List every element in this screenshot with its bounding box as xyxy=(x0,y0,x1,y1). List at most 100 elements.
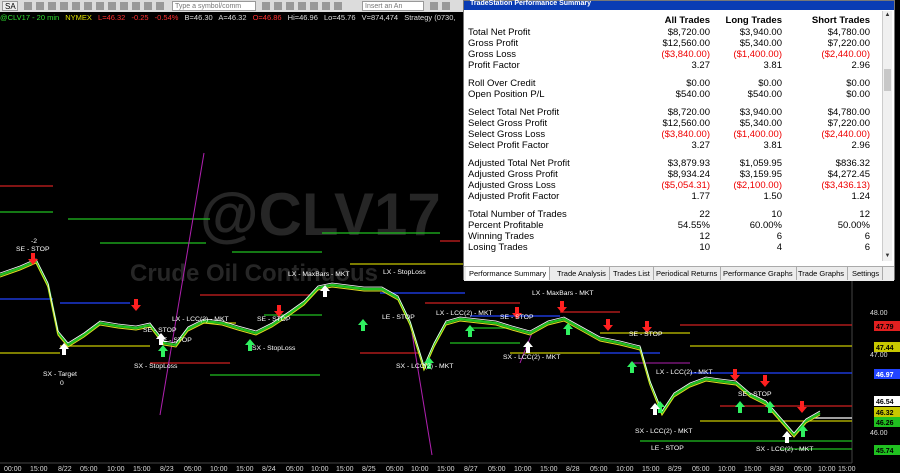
toolbar-icon-21[interactable] xyxy=(442,2,450,10)
toolbar-icon-15[interactable] xyxy=(286,2,294,10)
row-value: ($2,440.00) xyxy=(821,129,870,140)
tab-settings[interactable]: Settings xyxy=(849,267,884,280)
scroll-down-icon[interactable]: ▼ xyxy=(884,253,891,259)
price-marker: 47.44 xyxy=(876,345,894,352)
time-tick: 05:00 xyxy=(488,466,506,473)
row-value: 6 xyxy=(864,242,870,253)
row-label: Select Gross Profit xyxy=(468,118,548,129)
tab-performance-summary[interactable]: Performance Summary xyxy=(466,267,551,280)
row-value: $4,272.45 xyxy=(827,169,870,180)
toolbar-icon-1[interactable] xyxy=(24,2,32,10)
trade-label: SE - STOP xyxy=(16,246,50,253)
row-value: ($3,840.00) xyxy=(661,49,710,60)
status-last: L=46.32 xyxy=(98,13,126,22)
trade-label: LX - MaxBars - MKT xyxy=(288,271,350,278)
row-value: 54.55% xyxy=(677,220,710,231)
toolbar-icon-16[interactable] xyxy=(298,2,306,10)
row-label: Percent Profitable xyxy=(468,220,544,231)
table-row: Adjusted Total Net Profit $3,879.93 $1,059… xyxy=(468,158,870,169)
row-label: Profit Factor xyxy=(468,60,520,71)
table-row: Total Number of Trades 22 10 12 xyxy=(468,209,870,220)
toolbar-icon-20[interactable] xyxy=(430,2,438,10)
toolbar-icon-4[interactable] xyxy=(60,2,68,10)
row-value: 3.27 xyxy=(691,60,711,71)
scroll-up-icon[interactable]: ▲ xyxy=(884,12,891,18)
panel-title-bar: TradeStation Performance Summary xyxy=(464,0,894,10)
scroll-thumb[interactable] xyxy=(884,69,891,91)
time-tick: 10:00 xyxy=(818,466,836,473)
trade-label: SE - STOP xyxy=(257,316,291,323)
row-value: 3.81 xyxy=(763,60,783,71)
group-spacer xyxy=(468,202,870,209)
trade-label: SX - LCC(2) - MKT xyxy=(503,354,560,361)
toolbar-icon-19[interactable] xyxy=(334,2,342,10)
status-symbol: @CLV17 - 20 min xyxy=(0,13,60,22)
row-value: 2.96 xyxy=(851,140,871,151)
row-value: ($1,400.00) xyxy=(733,49,782,60)
trade-label: -2 xyxy=(31,238,37,245)
row-value: $4,780.00 xyxy=(827,107,870,118)
trade-label: LX - MaxBars - MKT xyxy=(532,290,594,297)
row-label: Winning Trades xyxy=(468,231,535,242)
row-value: $3,159.95 xyxy=(739,169,782,180)
row-value: 1.77 xyxy=(691,191,711,202)
row-value: 1.24 xyxy=(851,191,871,202)
trade-label: SX - LCC(2) - MKT xyxy=(635,428,692,435)
price-marker: 46.32 xyxy=(876,410,894,417)
toolbar-icon-13[interactable] xyxy=(262,2,270,10)
row-value: ($2,440.00) xyxy=(821,49,870,60)
time-tick: 8/29 xyxy=(668,466,682,473)
toolbar-icon-11[interactable] xyxy=(144,2,152,10)
tab-trade-analysis[interactable]: Trade Analysis xyxy=(554,267,610,280)
level-lines xyxy=(0,185,852,450)
toolbar-icon-18[interactable] xyxy=(322,2,330,10)
time-tick: 05:00 xyxy=(386,466,404,473)
toolbar-icon-12[interactable] xyxy=(156,2,164,10)
table-row: Adjusted Profit Factor 1.77 1.50 1.24 xyxy=(468,191,870,202)
toolbar-icon-14[interactable] xyxy=(274,2,282,10)
row-label: Select Profit Factor xyxy=(468,140,549,151)
status-low: Lo=45.76 xyxy=(324,13,356,22)
vertical-scrollbar[interactable]: ▲ ▼ xyxy=(882,11,892,261)
toolbar-icon-17[interactable] xyxy=(310,2,318,10)
row-label: Roll Over Credit xyxy=(468,78,536,89)
toolbar-icon-9[interactable] xyxy=(120,2,128,10)
toolbar-icon-8[interactable] xyxy=(108,2,116,10)
price-marker: 46.26 xyxy=(876,420,894,427)
performance-table: All Trades Long Trades Short Trades Tota… xyxy=(468,15,870,253)
report-tabs: Performance Summary Trade Analysis Trade… xyxy=(464,266,894,281)
table-row: Adjusted Gross Profit $8,934.24 $3,159.95 $… xyxy=(468,169,870,180)
sa-button[interactable]: SA xyxy=(2,1,18,11)
insert-analysis-input[interactable]: Insert an An xyxy=(362,1,424,11)
trade-label: 0 xyxy=(60,380,64,387)
toolbar-icon-5[interactable] xyxy=(72,2,80,10)
toolbar-icon-7[interactable] xyxy=(96,2,104,10)
table-row: Losing Trades 10 4 6 xyxy=(468,242,870,253)
status-high: Hi=46.96 xyxy=(287,13,318,22)
toolbar-icon-6[interactable] xyxy=(84,2,92,10)
row-label: Adjusted Gross Loss xyxy=(468,180,556,191)
row-value: 60.00% xyxy=(749,220,782,231)
row-value: $3,879.93 xyxy=(667,158,710,169)
table-row: Percent Profitable 54.55% 60.00% 50.00% xyxy=(468,220,870,231)
symbol-input[interactable]: Type a symbol/comm xyxy=(172,1,256,11)
toolbar-icon-2[interactable] xyxy=(36,2,44,10)
tab-performance-graphs[interactable]: Performance Graphs xyxy=(720,267,797,280)
tab-trade-graphs[interactable]: Trade Graphs xyxy=(795,267,848,280)
row-value: 10 xyxy=(699,242,710,253)
table-row: Open Position P/L $540.00 $540.00 $0.00 xyxy=(468,89,870,100)
time-tick: 10:00 xyxy=(311,466,329,473)
toolbar-icon-3[interactable] xyxy=(48,2,56,10)
symbol-status-line: @CLV17 - 20 min NYMEX L=46.32 -0.25 -0.5… xyxy=(0,12,463,23)
tab-periodical-returns[interactable]: Periodical Returns xyxy=(653,267,722,280)
time-tick: 15:00 xyxy=(30,466,48,473)
row-label: Total Net Profit xyxy=(468,27,531,38)
time-tick: 10:00 xyxy=(514,466,532,473)
table-row: Adjusted Gross Loss ($5,054.31) ($2,100.00… xyxy=(468,180,870,191)
time-tick: 15:00 xyxy=(642,466,660,473)
row-label: Gross Loss xyxy=(468,49,517,60)
tab-trades-list[interactable]: Trades List xyxy=(610,267,654,280)
toolbar-icon-10[interactable] xyxy=(132,2,140,10)
row-value: $540.00 xyxy=(747,89,782,100)
time-tick: 05:00 xyxy=(184,466,202,473)
